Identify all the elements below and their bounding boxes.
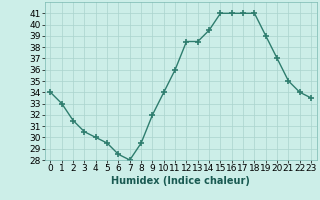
X-axis label: Humidex (Indice chaleur): Humidex (Indice chaleur) <box>111 176 250 186</box>
